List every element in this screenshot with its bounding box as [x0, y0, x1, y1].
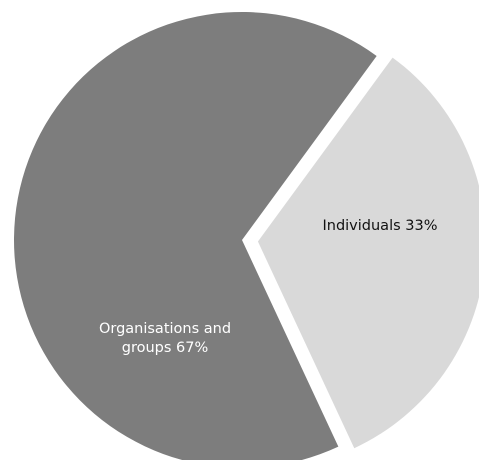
pie-slice-label-0: Organisations and groups 67% — [99, 321, 231, 356]
pie-slice-label-1: Individuals 33% — [322, 218, 437, 234]
pie-slice-label-1-line-0: Individuals 33% — [322, 218, 437, 234]
pie-slice-1 — [257, 57, 479, 449]
pie-slices — [14, 12, 479, 460]
pie-slice-0 — [14, 12, 377, 460]
pie-slice-label-0-line-0: Organisations and — [99, 321, 231, 337]
pie-labels: Organisations and groups 67% Individuals 3… — [99, 218, 438, 356]
pie-slice-label-0-line-1: groups 67% — [122, 340, 209, 356]
